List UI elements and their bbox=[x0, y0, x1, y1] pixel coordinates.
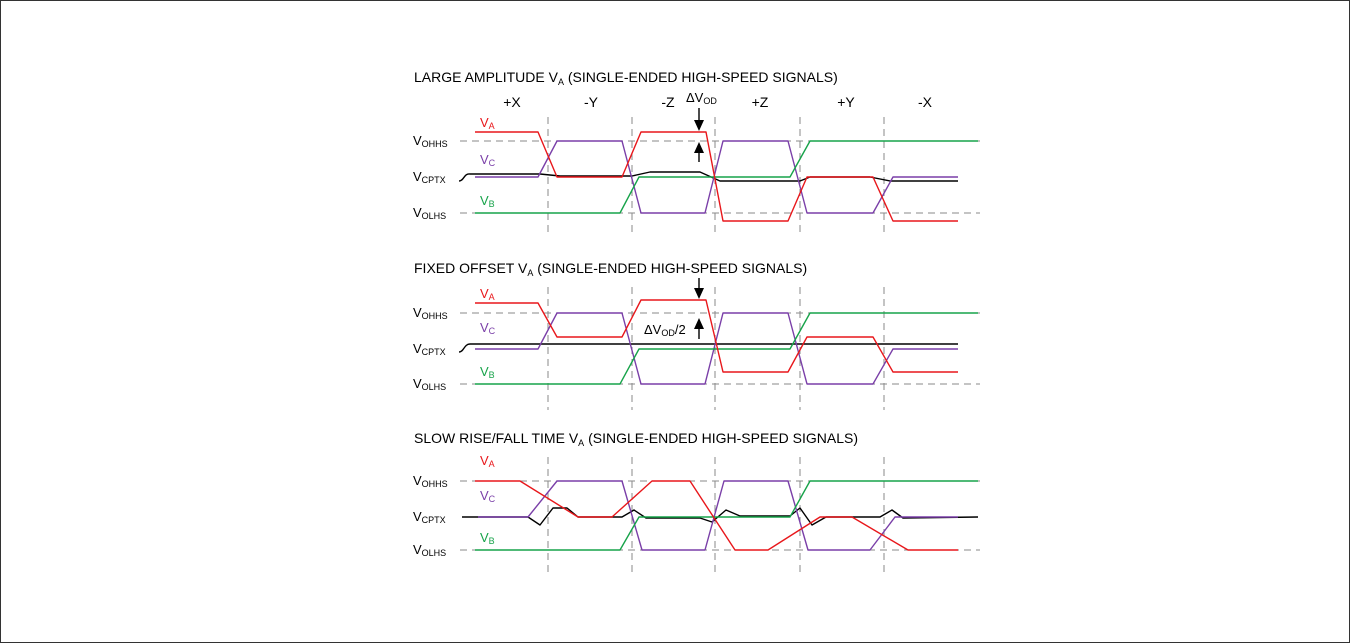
signal-label-va: VA bbox=[480, 115, 495, 131]
waveform-vc bbox=[478, 480, 958, 551]
phase-label: +Z bbox=[752, 94, 769, 110]
signal-label-vc: VC bbox=[480, 320, 496, 336]
level-label-volhs: VOLHS bbox=[413, 205, 446, 221]
panel-large-amplitude: LARGE AMPLITUDE VA (SINGLE-ENDED HIGH-SP… bbox=[413, 69, 980, 236]
panel-fixed-offset: FIXED OFFSET VA (SINGLE-ENDED HIGH-SPEED… bbox=[413, 260, 980, 410]
panel-slow-rise-fall: SLOW RISE/FALL TIME VA (SINGLE-ENDED HIG… bbox=[413, 430, 980, 575]
phase-label: +Y bbox=[837, 94, 855, 110]
level-label-vcptx: VCPTX bbox=[413, 169, 446, 185]
delta-vod-label: ΔVOD bbox=[686, 90, 717, 106]
waveform-va bbox=[475, 131, 958, 222]
phase-label: -X bbox=[918, 94, 933, 110]
delta-vod-half-annotation: ΔVOD/2 bbox=[644, 278, 704, 339]
waveform-va bbox=[475, 480, 958, 551]
level-label-vohhs: VOHHS bbox=[413, 473, 448, 489]
arrowhead-down-icon bbox=[694, 288, 704, 299]
waveform-vcptx bbox=[458, 343, 958, 353]
signal-label-vb: VB bbox=[480, 530, 495, 546]
signal-label-vb: VB bbox=[480, 193, 495, 209]
waveform-vb bbox=[475, 312, 978, 385]
level-label-vohhs: VOHHS bbox=[413, 133, 448, 149]
signal-label-va: VA bbox=[480, 453, 495, 469]
delta-vod-half-label: ΔVOD/2 bbox=[644, 322, 686, 338]
level-label-vcptx: VCPTX bbox=[413, 509, 446, 525]
level-label-vcptx: VCPTX bbox=[413, 341, 446, 357]
phase-label: +X bbox=[503, 94, 521, 110]
arrowhead-up-icon bbox=[694, 142, 704, 153]
level-label-vohhs: VOHHS bbox=[413, 305, 448, 321]
waveform-vb bbox=[475, 140, 978, 214]
waveform-vb bbox=[475, 480, 978, 551]
signal-label-vc: VC bbox=[480, 488, 496, 504]
signal-label-vc: VC bbox=[480, 152, 496, 168]
signal-label-vb: VB bbox=[480, 364, 495, 380]
phase-label: -Z bbox=[661, 94, 675, 110]
panel-2-title: FIXED OFFSET VA (SINGLE-ENDED HIGH-SPEED… bbox=[414, 260, 807, 278]
waveform-vcptx bbox=[458, 171, 958, 182]
level-label-volhs: VOLHS bbox=[413, 542, 446, 558]
arrowhead-down-icon bbox=[694, 120, 704, 131]
signal-label-va: VA bbox=[480, 286, 495, 302]
phase-label: -Y bbox=[584, 94, 599, 110]
panel-3-title: SLOW RISE/FALL TIME VA (SINGLE-ENDED HIG… bbox=[414, 430, 858, 448]
waveform-va bbox=[475, 299, 958, 373]
panel-1-title: LARGE AMPLITUDE VA (SINGLE-ENDED HIGH-SP… bbox=[414, 69, 838, 87]
arrowhead-up-icon bbox=[694, 318, 704, 329]
delta-vod-annotation: ΔVOD bbox=[686, 90, 717, 162]
level-label-volhs: VOLHS bbox=[413, 376, 446, 392]
